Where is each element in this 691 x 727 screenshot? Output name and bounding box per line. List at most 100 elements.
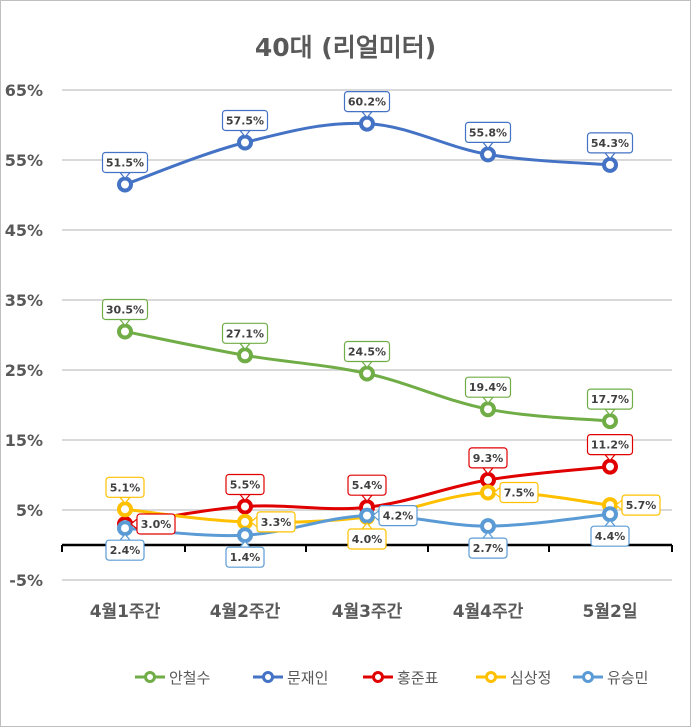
legend-label: 문재인 xyxy=(287,669,328,687)
data-label-text: 19.4% xyxy=(469,381,507,394)
data-label: 4.0% xyxy=(347,522,387,550)
y-tick-label: 45% xyxy=(5,221,43,240)
data-point xyxy=(480,518,496,535)
legend: 안철수 문재인 홍준표 심상정 유승민 xyxy=(135,669,648,687)
data-label-box xyxy=(586,434,634,456)
data-point xyxy=(117,520,133,537)
data-point xyxy=(237,134,253,151)
data-label: 5.4% xyxy=(347,474,387,503)
data-point xyxy=(480,484,496,501)
data-point xyxy=(480,146,496,163)
legend-item: 문재인 xyxy=(253,669,328,687)
y-tick-label: -5% xyxy=(9,571,43,590)
data-point xyxy=(602,156,618,173)
data-labels: 30.5% 27.1% 24.5% 19.4% 17.7% 51.5% 57.5% 60.2%… xyxy=(101,90,661,568)
category-label: 4월1주간 xyxy=(90,602,161,622)
legend-item: 홍준표 xyxy=(363,669,439,687)
data-label-text: 4.0% xyxy=(352,533,383,546)
data-label-text: 55.8% xyxy=(469,126,507,139)
data-label-box xyxy=(101,151,149,174)
data-label: 19.4% xyxy=(464,376,512,405)
data-label: 27.1% xyxy=(221,322,269,351)
data-label-box xyxy=(343,90,391,113)
data-label-text: 5.5% xyxy=(230,479,261,492)
legend-item: 안철수 xyxy=(135,669,210,687)
y-tick-label: 5% xyxy=(16,501,43,520)
data-label: 2.7% xyxy=(468,531,508,559)
data-point xyxy=(237,513,253,530)
data-label: 5.7% xyxy=(615,494,661,516)
data-point xyxy=(237,498,253,515)
data-point xyxy=(117,501,133,518)
data-label-text: 11.2% xyxy=(591,439,629,452)
data-label: 24.5% xyxy=(343,340,391,369)
data-label-text: 3.3% xyxy=(261,516,292,529)
legend-marker xyxy=(582,671,594,683)
data-label-text: 9.3% xyxy=(473,452,504,465)
data-label-text: 51.5% xyxy=(106,157,144,170)
data-label-text: 3.0% xyxy=(141,518,172,531)
legend-label: 홍준표 xyxy=(397,669,439,687)
data-label: 30.5% xyxy=(101,298,149,327)
data-label-box xyxy=(590,525,630,547)
data-label-text: 24.5% xyxy=(348,346,386,359)
data-point xyxy=(602,458,618,475)
data-label-box xyxy=(256,511,296,533)
data-label: 5.5% xyxy=(225,473,265,502)
data-point xyxy=(359,115,375,132)
data-point xyxy=(237,347,253,364)
legend-item: 유승민 xyxy=(573,669,648,687)
data-label: 55.8% xyxy=(464,121,512,150)
gridlines xyxy=(62,89,672,581)
data-point xyxy=(117,176,133,193)
data-label-box xyxy=(225,473,265,496)
data-label: 9.3% xyxy=(468,447,508,475)
category-label: 5월2일 xyxy=(583,602,638,622)
axes: -5% 5% 15% 25% 35% 45% 55% 65% 4월1주간 4월2주간 4월3주간 4월… xyxy=(5,81,673,622)
data-label-box xyxy=(347,474,387,496)
data-point xyxy=(480,401,496,418)
data-point xyxy=(237,527,253,544)
y-tick-label: 65% xyxy=(5,81,43,100)
data-label-text: 27.1% xyxy=(226,327,264,340)
data-label: 57.5% xyxy=(221,109,269,138)
data-point xyxy=(602,413,618,430)
data-label: 17.7% xyxy=(586,388,634,417)
data-label-text: 2.7% xyxy=(473,542,504,555)
data-label-box xyxy=(105,476,145,498)
legend-marker xyxy=(372,671,384,683)
data-label-text: 1.4% xyxy=(230,551,261,564)
data-label-box xyxy=(343,340,391,363)
data-label-box xyxy=(464,121,512,144)
data-label-box xyxy=(347,528,387,550)
data-label-text: 60.2% xyxy=(348,96,386,109)
chart-title: 40대 (리얼미터) xyxy=(254,33,437,62)
data-label: 1.4% xyxy=(225,540,265,568)
data-label-box xyxy=(225,546,265,568)
data-label-box xyxy=(468,537,508,559)
legend-marker xyxy=(485,671,497,683)
data-label: 3.0% xyxy=(130,513,176,535)
legend-marker xyxy=(144,671,156,683)
data-label-text: 30.5% xyxy=(106,304,144,317)
data-label-box xyxy=(101,298,149,321)
legend-marker xyxy=(262,671,274,683)
data-label: 5.1% xyxy=(105,476,145,505)
data-point xyxy=(602,506,618,523)
data-label-box xyxy=(499,481,539,504)
series-line xyxy=(124,121,611,186)
data-label: 4.4% xyxy=(590,519,630,547)
y-tick-label: 55% xyxy=(5,151,43,170)
data-label: 2.4% xyxy=(105,533,145,561)
data-label: 60.2% xyxy=(343,90,391,119)
data-label-box xyxy=(586,388,634,410)
data-label-text: 17.7% xyxy=(591,393,629,406)
data-label-text: 4.4% xyxy=(595,530,626,543)
data-point xyxy=(480,471,496,488)
data-label: 4.2% xyxy=(372,505,418,527)
category-label: 4월2주간 xyxy=(210,602,281,622)
category-label: 4월3주간 xyxy=(332,602,403,622)
data-label-text: 54.3% xyxy=(591,137,629,150)
category-label: 4월4주간 xyxy=(453,602,524,622)
data-label: 54.3% xyxy=(586,132,634,160)
